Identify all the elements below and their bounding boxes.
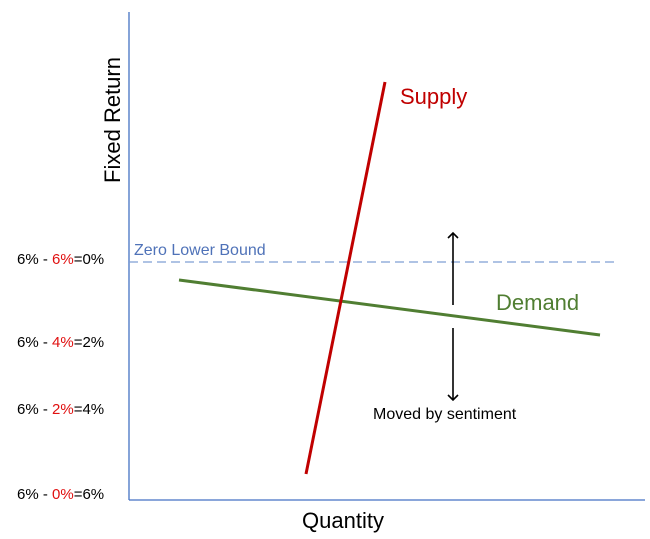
y-tick-label-four-return: 6% - 2%=4%	[17, 401, 104, 418]
y-tick-label-two-return: 6% - 4%=2%	[17, 334, 104, 351]
x-axis-label: Quantity	[302, 508, 384, 533]
demand-label: Demand	[496, 290, 579, 315]
zero-lower-bound-label: Zero Lower Bound	[134, 242, 266, 259]
y-tick-label-six-return: 6% - 0%=6%	[17, 486, 104, 503]
demand-curve	[178, 278, 601, 337]
supply-label: Supply	[400, 84, 467, 109]
sentiment-annotation: Moved by sentiment	[373, 406, 517, 423]
supply-curve	[304, 81, 387, 475]
y-tick-label-zero-return: 6% - 6%=0%	[17, 251, 104, 268]
y-axis-label: Fixed Return	[100, 57, 125, 183]
